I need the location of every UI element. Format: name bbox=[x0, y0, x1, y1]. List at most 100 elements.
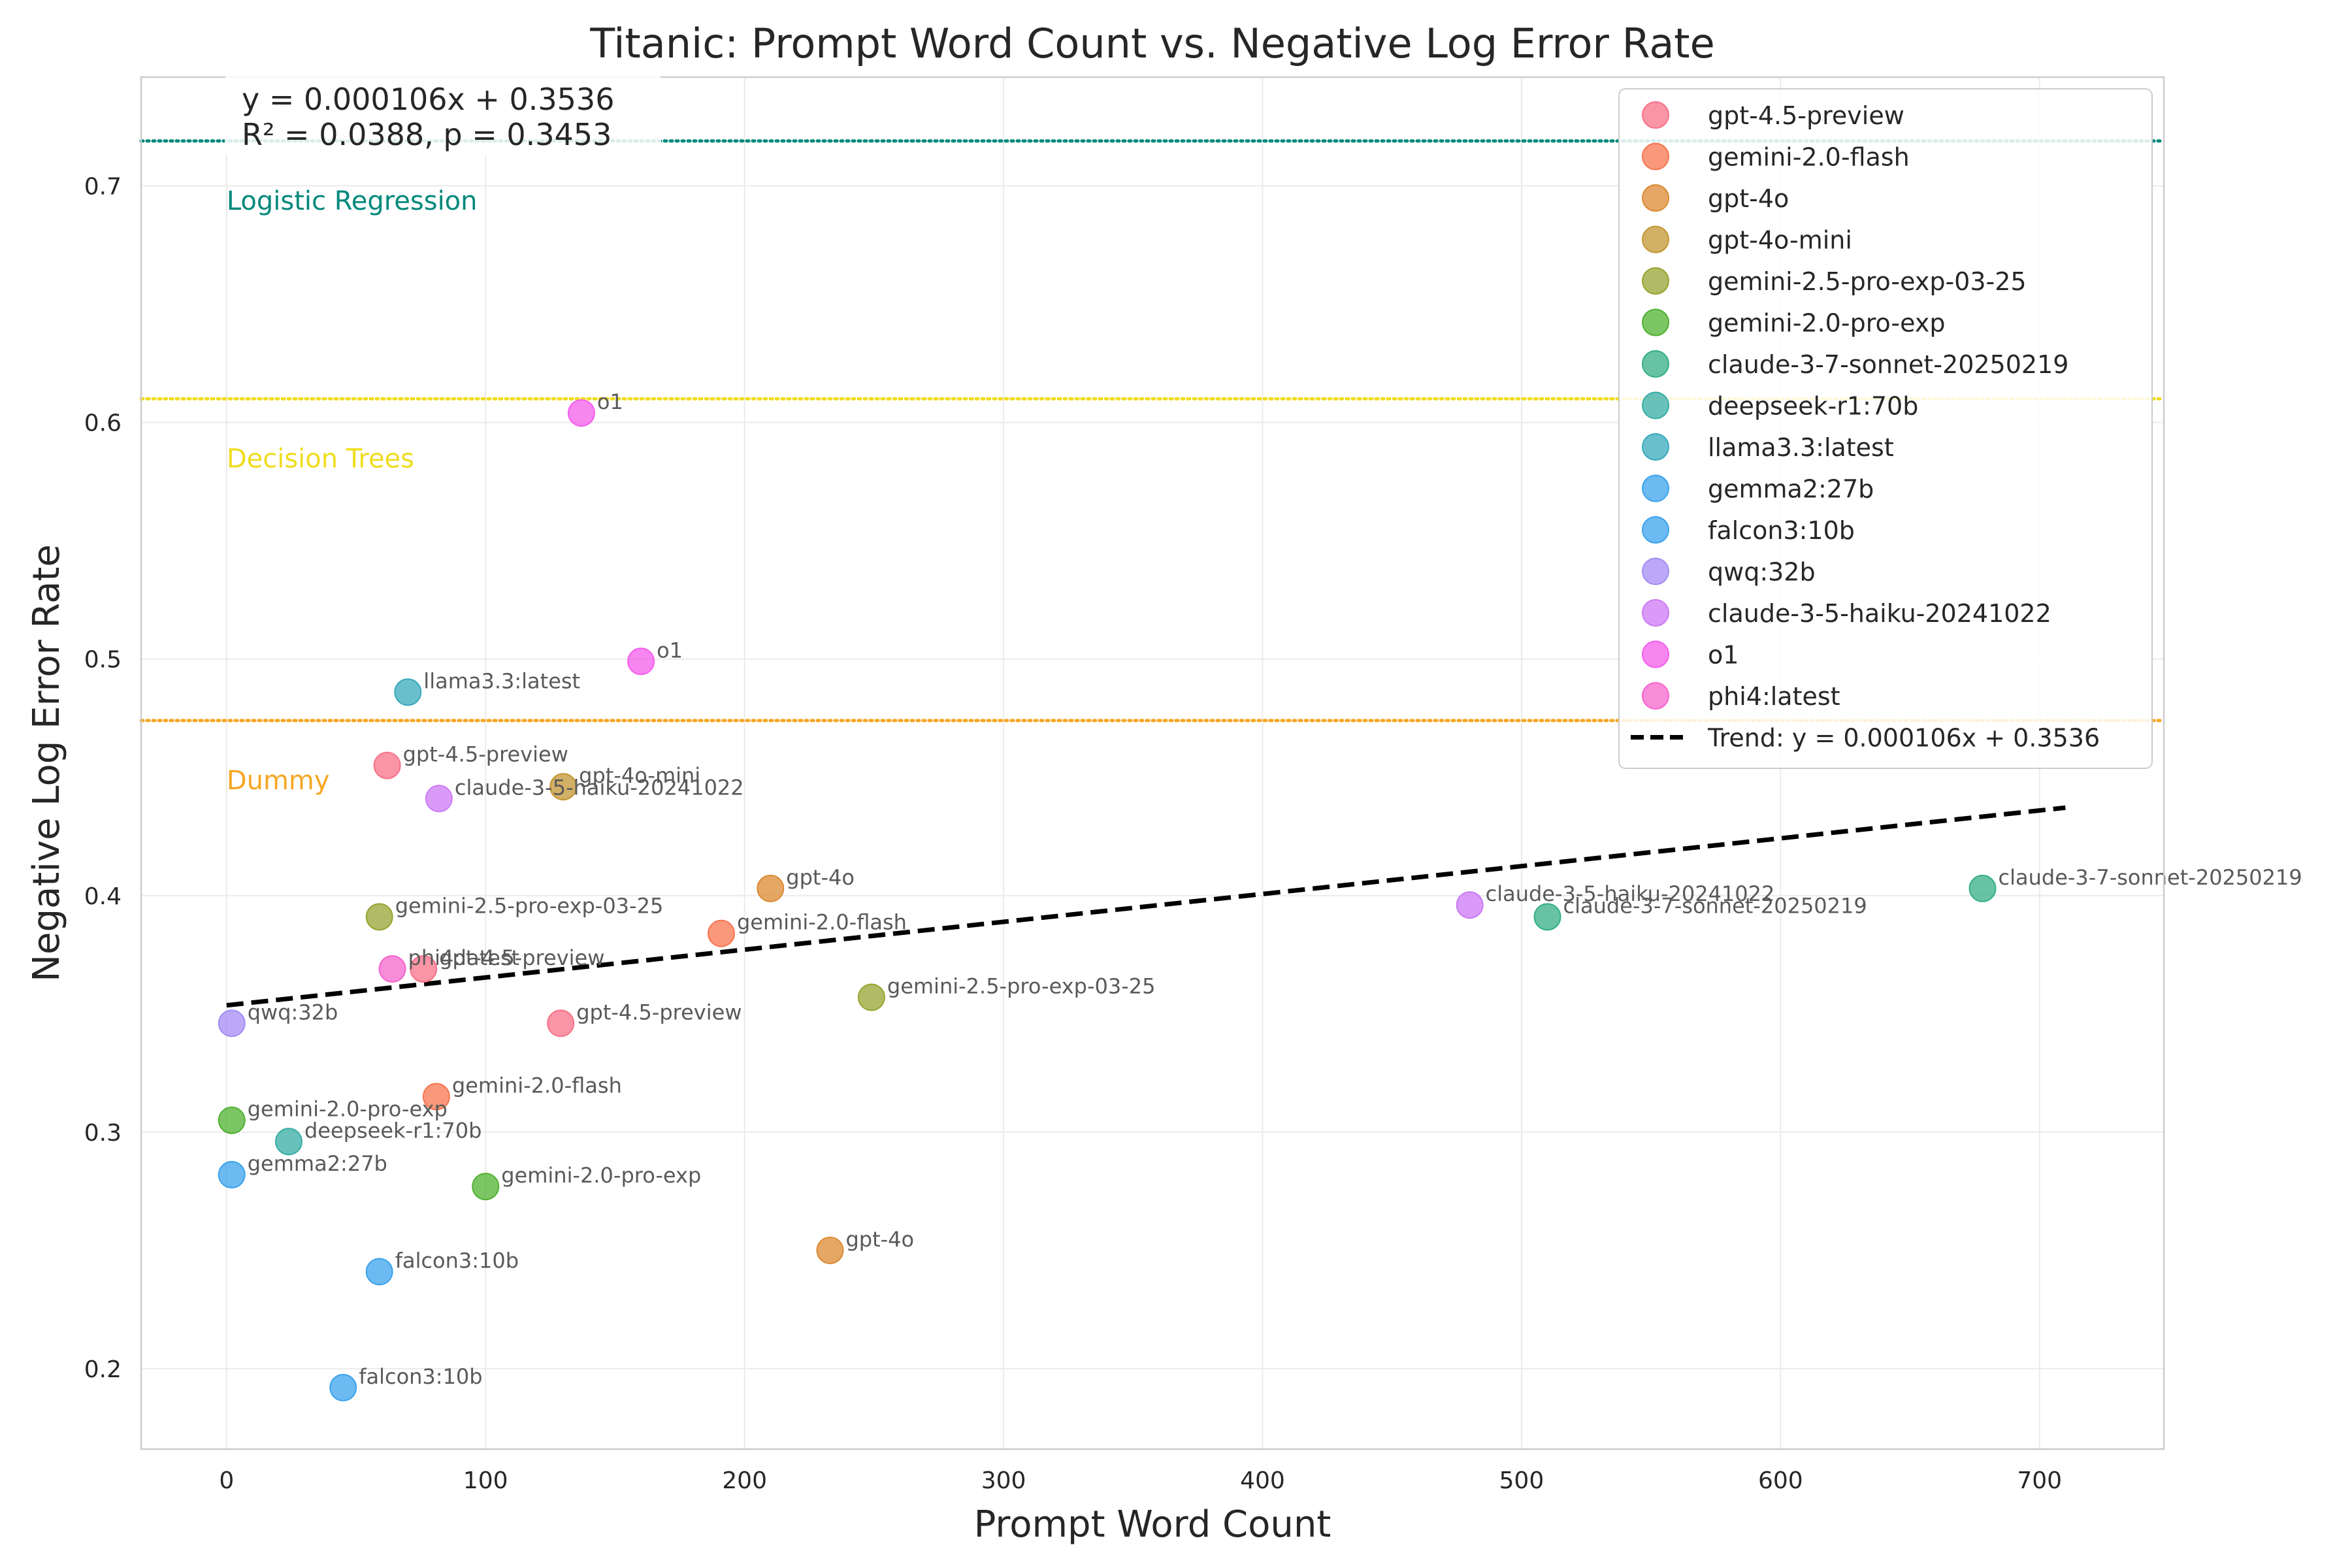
data-point bbox=[1968, 874, 1997, 902]
data-point bbox=[816, 1236, 844, 1264]
point-label: gpt-4.5-preview bbox=[576, 1000, 742, 1024]
data-point bbox=[274, 1128, 302, 1156]
data-point bbox=[394, 678, 422, 706]
point-label: claude-3-5-haiku-20241022 bbox=[455, 775, 744, 800]
data-point bbox=[1533, 903, 1561, 931]
data-point bbox=[472, 1173, 500, 1201]
legend-marker bbox=[1642, 557, 1669, 585]
legend-frame bbox=[1618, 88, 2153, 769]
trend-line bbox=[226, 805, 2066, 1008]
legend-entry: claude-3-7-sonnet-20250219 bbox=[1708, 350, 2068, 379]
data-point bbox=[549, 773, 578, 801]
data-point bbox=[218, 1161, 246, 1188]
point-label: gemini-2.0-flash bbox=[452, 1073, 622, 1098]
y-tick-label: 0.5 bbox=[84, 647, 122, 674]
legend-entry: deepseek-r1:70b bbox=[1708, 392, 1918, 421]
point-label: llama3.3:latest bbox=[423, 668, 580, 693]
legend-marker bbox=[1642, 142, 1669, 171]
y-axis-label: Negative Log Error Rate bbox=[25, 544, 68, 982]
legend-marker bbox=[1642, 516, 1669, 544]
y-tick-label: 0.3 bbox=[84, 1120, 122, 1147]
y-tick-label: 0.6 bbox=[84, 410, 122, 437]
legend-marker bbox=[1642, 599, 1669, 627]
data-point bbox=[422, 1083, 450, 1111]
point-label: phi4:latest bbox=[408, 945, 520, 970]
point-label: o1 bbox=[657, 638, 683, 662]
point-label: gemini-2.0-flash bbox=[737, 910, 907, 935]
baseline-label: Dummy bbox=[227, 766, 330, 796]
point-label: claude-3-5-haiku-20241022 bbox=[1486, 881, 1775, 906]
data-point bbox=[378, 955, 406, 983]
data-point bbox=[373, 751, 401, 779]
point-label-layer: gpt-4.5-preview gpt-4.5-preview gpt-4.5-pr… bbox=[248, 389, 2302, 1389]
baseline-label: Decision Trees bbox=[227, 444, 414, 474]
data-point bbox=[547, 1009, 575, 1037]
legend-marker bbox=[1642, 267, 1669, 295]
chart-title: Titanic: Prompt Word Count vs. Negative … bbox=[589, 20, 1715, 67]
y-tick-label: 0.4 bbox=[84, 883, 122, 910]
legend-entry: gpt-4.5-preview bbox=[1708, 101, 1904, 130]
data-point bbox=[410, 955, 438, 983]
trend-layer bbox=[226, 805, 2066, 1008]
legend: gpt-4.5-preview gemini-2.0-flash gpt-4o gpt… bbox=[1618, 88, 2153, 769]
stats-r2-p: R² = 0.0388, p = 0.3453 bbox=[242, 117, 612, 152]
data-point bbox=[365, 903, 393, 931]
data-point bbox=[627, 647, 655, 676]
x-tick-label: 200 bbox=[722, 1467, 767, 1494]
legend-marker bbox=[1642, 184, 1669, 212]
data-point bbox=[329, 1373, 357, 1401]
legend-marker bbox=[1642, 308, 1669, 336]
legend-entry: gemini-2.0-flash bbox=[1708, 143, 1910, 172]
point-label: falcon3:10b bbox=[359, 1364, 482, 1389]
legend-marker bbox=[1642, 101, 1669, 129]
legend-entry: gemini-2.5-pro-exp-03-25 bbox=[1708, 267, 2027, 296]
x-tick-label: 700 bbox=[2017, 1467, 2062, 1494]
point-label: qwq:32b bbox=[248, 1000, 338, 1024]
x-tick-label: 400 bbox=[1240, 1467, 1285, 1494]
legend-entry: qwq:32b bbox=[1708, 558, 1816, 587]
point-label: gpt-4o bbox=[845, 1227, 914, 1252]
baseline-layer: Logistic Regression Decision Trees Dummy bbox=[139, 139, 2166, 796]
legend-entry: Trend: y = 0.000106x + 0.3536 bbox=[1707, 724, 2100, 753]
data-point bbox=[218, 1106, 246, 1134]
baseline-label: Logistic Regression bbox=[227, 186, 478, 216]
legend-marker bbox=[1642, 350, 1669, 378]
point-label: gpt-4.5-preview bbox=[439, 945, 604, 970]
data-point bbox=[757, 874, 785, 902]
legend-entry: phi4:latest bbox=[1708, 682, 1840, 711]
data-point bbox=[365, 1258, 393, 1286]
legend-marker bbox=[1642, 225, 1669, 253]
legend-marker bbox=[1642, 682, 1669, 710]
legend-entry: gpt-4o-mini bbox=[1708, 226, 1852, 255]
x-tick-label: 300 bbox=[981, 1467, 1026, 1494]
legend-entry: llama3.3:latest bbox=[1708, 433, 1894, 462]
x-tick-label: 500 bbox=[1499, 1467, 1544, 1494]
x-axis-label: Prompt Word Count bbox=[974, 1503, 1331, 1546]
point-label: gpt-4o-mini bbox=[579, 763, 700, 788]
point-label: gemini-2.5-pro-exp-03-25 bbox=[395, 893, 664, 918]
data-point bbox=[707, 919, 735, 947]
point-label: gemini-2.0-pro-exp bbox=[248, 1097, 448, 1122]
point-layer bbox=[218, 399, 1997, 1401]
data-point bbox=[1456, 891, 1484, 919]
stats-equation: y = 0.000106x + 0.3536 bbox=[242, 82, 614, 117]
data-point bbox=[857, 983, 885, 1011]
data-point bbox=[425, 785, 453, 813]
point-label: gemini-2.5-pro-exp-03-25 bbox=[887, 973, 1156, 998]
legend-marker bbox=[1642, 640, 1669, 668]
data-point bbox=[567, 399, 595, 427]
legend-entry: claude-3-5-haiku-20241022 bbox=[1708, 599, 2051, 628]
x-tick-label: 0 bbox=[219, 1467, 234, 1494]
point-label: falcon3:10b bbox=[395, 1248, 519, 1273]
y-tick-label: 0.2 bbox=[84, 1356, 122, 1383]
point-label: deepseek-r1:70b bbox=[304, 1118, 482, 1143]
point-label: gpt-4o bbox=[786, 865, 855, 890]
legend-marker bbox=[1642, 391, 1669, 419]
point-label: gemma2:27b bbox=[248, 1151, 387, 1176]
point-label: gpt-4.5-preview bbox=[403, 742, 568, 767]
x-tick-label: 100 bbox=[463, 1467, 508, 1494]
point-label: gemini-2.0-pro-exp bbox=[501, 1163, 701, 1188]
point-label: o1 bbox=[597, 389, 623, 414]
data-point bbox=[218, 1009, 246, 1037]
plot-area-frame bbox=[140, 76, 2165, 1450]
